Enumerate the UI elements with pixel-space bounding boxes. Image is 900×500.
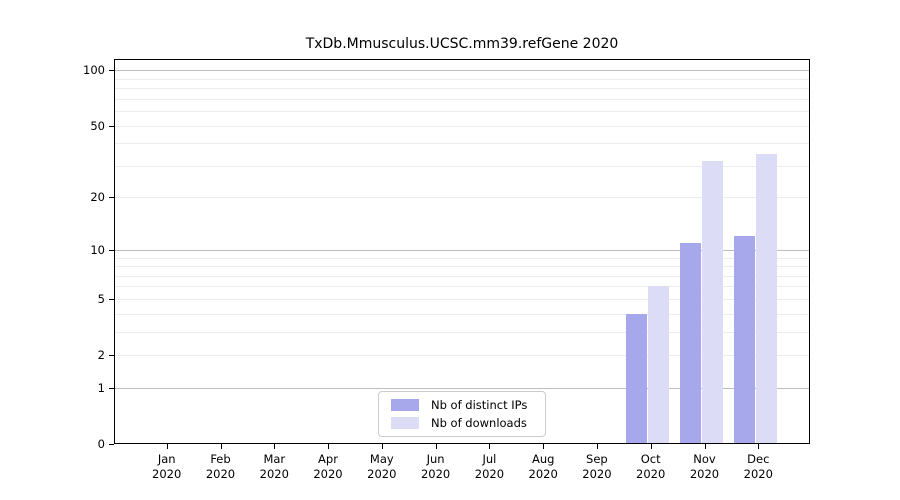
- legend-item-downloads: Nb of downloads: [391, 416, 535, 430]
- bar-nb-of-distinct-ips: [733, 236, 755, 444]
- x-tick-mark: [489, 444, 491, 449]
- x-tick-mark: [274, 444, 276, 449]
- x-tick-label: Nov 2020: [689, 452, 720, 481]
- y-tick-mark: [109, 125, 114, 127]
- minor-gridline: [114, 111, 810, 113]
- x-tick-label: Dec 2020: [743, 452, 773, 481]
- x-tick-label: Jul 2020: [474, 452, 505, 481]
- legend-label-distinct-ips: Nb of distinct IPs: [431, 398, 528, 412]
- x-tick-label: Sep 2020: [582, 452, 612, 481]
- y-tick-label: 0: [97, 437, 105, 451]
- y-tick-label: 2: [97, 348, 105, 362]
- x-tick-mark: [758, 444, 760, 449]
- x-tick-mark: [650, 444, 652, 449]
- x-tick-label: Feb 2020: [205, 452, 236, 481]
- minor-gridline: [114, 355, 810, 356]
- minor-gridline: [114, 143, 810, 145]
- minor-gridline: [114, 298, 810, 300]
- x-tick-label: Aug 2020: [528, 452, 558, 481]
- y-tick-label: 50: [90, 118, 105, 133]
- x-tick-label: Mar 2020: [259, 452, 289, 481]
- minor-gridline: [114, 88, 810, 90]
- x-tick-mark: [381, 444, 383, 449]
- legend-item-distinct-ips: Nb of distinct IPs: [391, 398, 535, 412]
- y-tick-mark: [109, 249, 114, 251]
- bar-nb-of-distinct-ips: [626, 313, 648, 444]
- y-tick-mark: [109, 355, 114, 356]
- minor-gridline: [114, 286, 810, 288]
- minor-gridline: [114, 331, 810, 333]
- bar-nb-of-downloads: [648, 286, 670, 444]
- minor-gridline: [114, 125, 810, 127]
- x-tick-mark: [328, 444, 329, 449]
- major-gridline: [114, 387, 810, 389]
- minor-gridline: [114, 197, 810, 199]
- y-tick-mark: [109, 70, 114, 72]
- y-tick-label: 100: [83, 63, 105, 78]
- minor-gridline: [114, 78, 810, 80]
- x-tick-label: Oct 2020: [636, 452, 666, 481]
- major-gridline: [114, 70, 810, 72]
- legend-label-downloads: Nb of downloads: [431, 416, 527, 430]
- x-tick-label: Apr 2020: [313, 452, 343, 481]
- x-tick-label: May 2020: [367, 452, 397, 481]
- x-tick-mark: [220, 444, 222, 449]
- legend-swatch-distinct-ips: [391, 399, 419, 411]
- minor-gridline: [114, 275, 810, 277]
- x-tick-mark: [596, 444, 598, 449]
- legend-swatch-downloads: [391, 417, 419, 429]
- x-tick-label: Jun 2020: [420, 452, 451, 481]
- y-tick-label: 5: [97, 291, 105, 306]
- bar-nb-of-downloads: [755, 153, 777, 444]
- minor-gridline: [114, 165, 810, 167]
- x-tick-mark: [166, 444, 168, 449]
- legend: Nb of distinct IPs Nb of downloads: [378, 391, 546, 437]
- x-tick-label: Jan 2020: [152, 452, 182, 481]
- major-gridline: [114, 249, 810, 251]
- x-tick-mark: [543, 444, 545, 449]
- chart-title: TxDb.Mmusculus.UCSC.mm39.refGene 2020: [305, 36, 619, 52]
- y-tick-mark: [109, 298, 114, 300]
- plot-border: [114, 59, 810, 444]
- bar-nb-of-distinct-ips: [680, 242, 701, 444]
- y-tick-mark: [109, 387, 114, 389]
- minor-gridline: [114, 257, 810, 259]
- minor-gridline: [114, 313, 810, 315]
- y-tick-mark: [109, 197, 114, 199]
- x-tick-mark: [435, 444, 437, 449]
- y-tick-label: 10: [90, 242, 105, 257]
- y-tick-mark: [109, 444, 114, 445]
- x-tick-mark: [704, 444, 706, 449]
- y-tick-label: 1: [97, 380, 105, 395]
- y-tick-label: 20: [90, 190, 105, 205]
- bar-nb-of-downloads: [702, 160, 723, 444]
- minor-gridline: [114, 98, 810, 100]
- minor-gridline: [114, 266, 810, 267]
